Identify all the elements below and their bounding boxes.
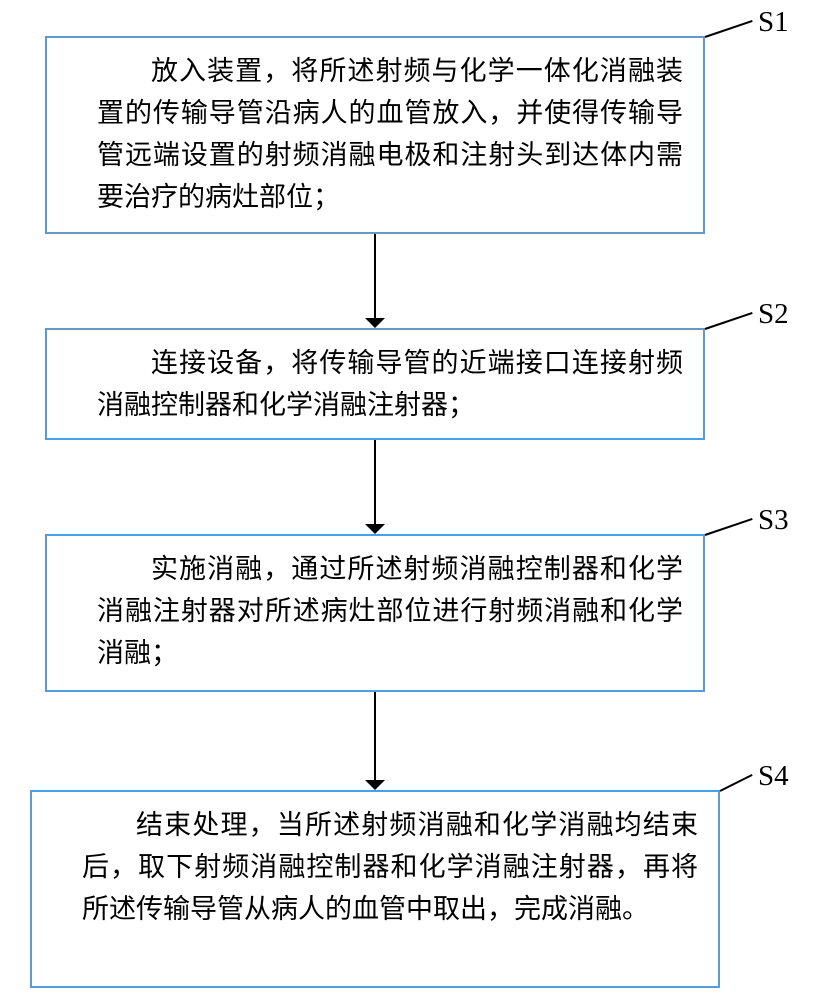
label-leader-s2 [705, 312, 753, 330]
arrow-head-1 [365, 318, 385, 328]
step-label-s2: S2 [758, 298, 789, 331]
step-box-s4: 结束处理，当所述射频消融和化学消融均结束后，取下射频消融控制器和化学消融注射器，… [30, 790, 720, 988]
arrow-line-2 [374, 440, 376, 524]
label-leader-s3 [705, 518, 753, 536]
step-label-s1: S1 [758, 6, 789, 39]
step-box-s2: 连接设备，将传输导管的近端接口连接射频消融控制器和化学消融注射器； [45, 328, 705, 440]
step-label-s4: S4 [758, 760, 789, 793]
step-label-s3: S3 [758, 504, 789, 537]
arrow-line-1 [374, 234, 376, 318]
arrow-head-3 [365, 780, 385, 790]
arrow-line-3 [374, 692, 376, 780]
step-box-s3: 实施消融，通过所述射频消融控制器和化学消融注射器对所述病灶部位进行射频消融和化学… [45, 534, 705, 692]
step-box-s1: 放入装置，将所述射频与化学一体化消融装置的传输导管沿病人的血管放入，并使得传输导… [45, 36, 705, 234]
arrow-head-2 [365, 524, 385, 534]
label-leader-s1 [705, 20, 753, 38]
flowchart-canvas: 放入装置，将所述射频与化学一体化消融装置的传输导管沿病人的血管放入，并使得传输导… [0, 0, 817, 1000]
label-leader-s4 [720, 774, 753, 792]
